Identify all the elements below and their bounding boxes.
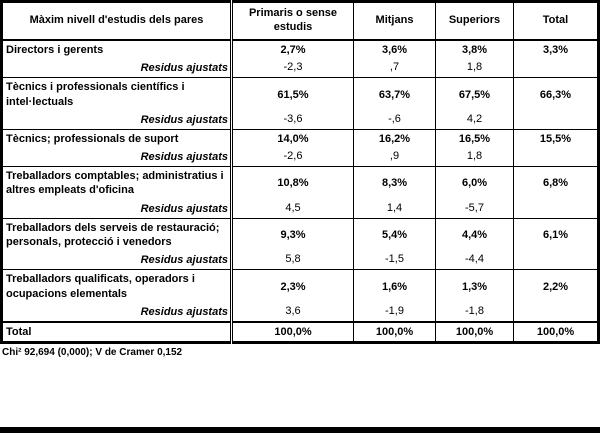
residual-value: 4,2 bbox=[435, 110, 514, 130]
occupation-label: Directors i gerents bbox=[1, 39, 232, 60]
percentage-value: 1,3% bbox=[435, 269, 514, 303]
residual-value: 4,5 bbox=[230, 199, 354, 219]
occupation-row: Tècnics i professionals científics i int… bbox=[1, 77, 599, 111]
residual-value bbox=[513, 251, 599, 270]
total-value: 100,0% bbox=[230, 320, 354, 343]
percentage-value: 2,2% bbox=[513, 269, 599, 303]
total-row: Total 100,0% 100,0% 100,0% 100,0% bbox=[1, 320, 599, 343]
occupation-row: Treballadors qualificats, operadors i oc… bbox=[1, 269, 599, 303]
percentage-value: 10,8% bbox=[230, 166, 354, 200]
residual-value bbox=[513, 148, 599, 167]
percentage-value: 16,2% bbox=[353, 128, 436, 149]
residuals-label: Residus ajustats bbox=[140, 202, 228, 215]
percentage-value: 1,6% bbox=[353, 269, 436, 303]
percentage-value: 61,5% bbox=[230, 77, 354, 111]
percentage-value: 6,8% bbox=[513, 166, 599, 200]
column-header-superiors: Superiors bbox=[435, 1, 514, 41]
chi-square-note: Chi² 92,694 (0,000); V de Cramer 0,152 bbox=[2, 347, 183, 359]
row-dimension-header: Màxim nivell d'estudis dels pares bbox=[1, 1, 232, 41]
percentage-value: 3,3% bbox=[513, 39, 599, 60]
percentage-value: 66,3% bbox=[513, 77, 599, 111]
occupation-label: Tècnics; professionals de suport bbox=[1, 128, 232, 149]
total-value: 100,0% bbox=[513, 320, 599, 343]
residual-value bbox=[513, 199, 599, 219]
residuals-row: Residus ajustats -2,6,9 1,8 bbox=[2, 148, 599, 167]
residual-value: 3,6 bbox=[230, 302, 354, 322]
residual-value bbox=[513, 59, 599, 78]
residual-value: -2,6 bbox=[230, 148, 354, 167]
residuals-row: Residus ajustats 4,5 1,4 -5,7 bbox=[2, 199, 599, 219]
residuals-label: Residus ajustats bbox=[140, 151, 228, 164]
column-header-total: Total bbox=[513, 1, 599, 41]
percentage-value: 3,8% bbox=[435, 39, 514, 60]
residuals-label: Residus ajustats bbox=[140, 305, 228, 318]
total-label: Total bbox=[1, 320, 232, 343]
residual-value: -1,5 bbox=[353, 251, 436, 270]
residuals-label: Residus ajustats bbox=[140, 113, 228, 126]
occupation-row: Treballadors dels serveis de restauració… bbox=[1, 217, 599, 252]
occupation-label: Treballadors qualificats, operadors i oc… bbox=[1, 269, 232, 303]
percentage-value: 67,5% bbox=[435, 77, 514, 111]
occupation-row: Tècnics; professionals de suport 14,0% 16,… bbox=[1, 128, 599, 149]
residual-value: ,9 bbox=[353, 148, 436, 167]
residual-value bbox=[513, 302, 599, 322]
residual-value: -4,4 bbox=[435, 251, 514, 270]
residual-value: -,6 bbox=[353, 110, 436, 130]
residuals-row: Residus ajustats -2,3,7 1,8 bbox=[2, 59, 599, 78]
residual-value: ,7 bbox=[353, 59, 436, 78]
percentage-value: 3,6% bbox=[353, 39, 436, 60]
occupation-label: Treballadors comptables; administratius … bbox=[1, 166, 232, 200]
percentage-value: 6,0% bbox=[435, 166, 514, 200]
percentage-value: 6,1% bbox=[513, 217, 599, 252]
percentage-value: 2,3% bbox=[230, 269, 354, 303]
percentage-value: 15,5% bbox=[513, 128, 599, 149]
residuals-row: Residus ajustats 5,8 -1,5 -4,4 bbox=[2, 251, 599, 270]
occupation-row: Treballadors comptables; administratius … bbox=[1, 166, 599, 200]
residual-value: 1,4 bbox=[353, 199, 436, 219]
percentage-value: 63,7% bbox=[353, 77, 436, 111]
residual-value: -3,6 bbox=[230, 110, 354, 130]
residual-value: -1,8 bbox=[435, 302, 514, 322]
total-value: 100,0% bbox=[435, 320, 514, 343]
bottom-rule bbox=[0, 427, 600, 433]
residual-value: -1,9 bbox=[353, 302, 436, 322]
residuals-label: Residus ajustats bbox=[140, 254, 228, 267]
residuals-row: Residus ajustats 3,6 -1,9 -1,8 bbox=[2, 302, 599, 322]
percentage-value: 14,0% bbox=[230, 128, 354, 149]
table-body: Directors i gerents 2,7% 3,6% 3,8% 3,3% Resid… bbox=[1, 39, 599, 343]
crosstab-table: Màxim nivell d'estudis dels pares Primar… bbox=[0, 0, 600, 345]
percentage-value: 16,5% bbox=[435, 128, 514, 149]
percentage-value: 2,7% bbox=[230, 39, 354, 60]
residual-value: 1,8 bbox=[435, 59, 514, 78]
column-header-mitjans: Mitjans bbox=[353, 1, 436, 41]
residual-value: -2,3 bbox=[230, 59, 354, 78]
residuals-row: Residus ajustats -3,6 -,6 4,2 bbox=[2, 110, 599, 130]
occupation-label: Tècnics i professionals científics i int… bbox=[1, 77, 232, 111]
total-value: 100,0% bbox=[353, 320, 436, 343]
residual-value: 5,8 bbox=[230, 251, 354, 270]
residuals-label: Residus ajustats bbox=[140, 62, 228, 75]
residual-value bbox=[513, 110, 599, 130]
header-row: Màxim nivell d'estudis dels pares Primar… bbox=[1, 1, 599, 41]
percentage-value: 9,3% bbox=[230, 217, 354, 252]
percentage-value: 4,4% bbox=[435, 217, 514, 252]
occupation-label: Treballadors dels serveis de restauració… bbox=[1, 217, 232, 252]
residual-value: 1,8 bbox=[435, 148, 514, 167]
residual-value: -5,7 bbox=[435, 199, 514, 219]
percentage-value: 8,3% bbox=[353, 166, 436, 200]
percentage-value: 5,4% bbox=[353, 217, 436, 252]
occupation-row: Directors i gerents 2,7% 3,6% 3,8% 3,3% bbox=[1, 39, 599, 60]
column-header-primaris: Primaris o sense estudis bbox=[230, 1, 354, 41]
